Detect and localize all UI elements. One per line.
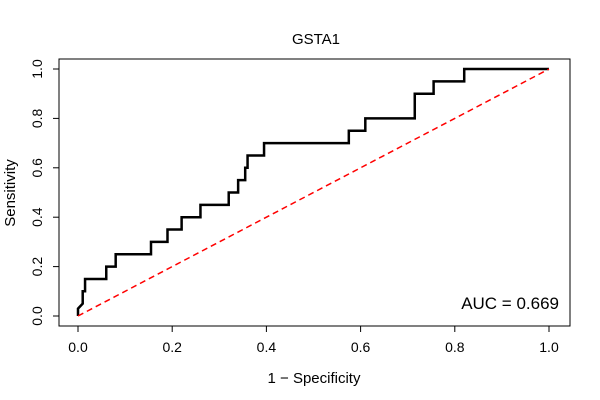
- x-tick-label: 0.4: [257, 339, 277, 355]
- y-tick-label: 0.4: [29, 207, 45, 227]
- y-tick-label: 0.2: [29, 257, 45, 277]
- x-tick-label: 1.0: [539, 339, 559, 355]
- roc-curve: [76, 67, 549, 316]
- x-tick-label: 0.6: [351, 339, 371, 355]
- y-tick-label: 0.8: [29, 108, 45, 128]
- y-tick-label: 0.0: [29, 306, 45, 326]
- reference-line: [77, 68, 550, 317]
- y-tick-label: 0.6: [29, 158, 45, 178]
- y-tick-label: 1.0: [29, 59, 45, 79]
- x-axis: 0.0 0.2 0.4 0.6 0.8 1.0: [68, 325, 559, 355]
- y-axis-label: Sensitivity: [2, 159, 19, 227]
- x-axis-label: 1 − Specificity: [268, 370, 361, 387]
- y-axis: 0.0 0.2 0.4 0.6 0.8 1.0: [29, 59, 60, 326]
- series-layer: [76, 67, 550, 317]
- x-tick-label: 0.2: [162, 339, 182, 355]
- x-tick-label: 0.0: [68, 339, 88, 355]
- plot-area: AUC = 0.669: [58, 58, 571, 327]
- x-tick-label: 0.8: [445, 339, 465, 355]
- chart-title: GSTA1: [292, 31, 340, 48]
- auc-annotation: AUC = 0.669: [461, 294, 559, 313]
